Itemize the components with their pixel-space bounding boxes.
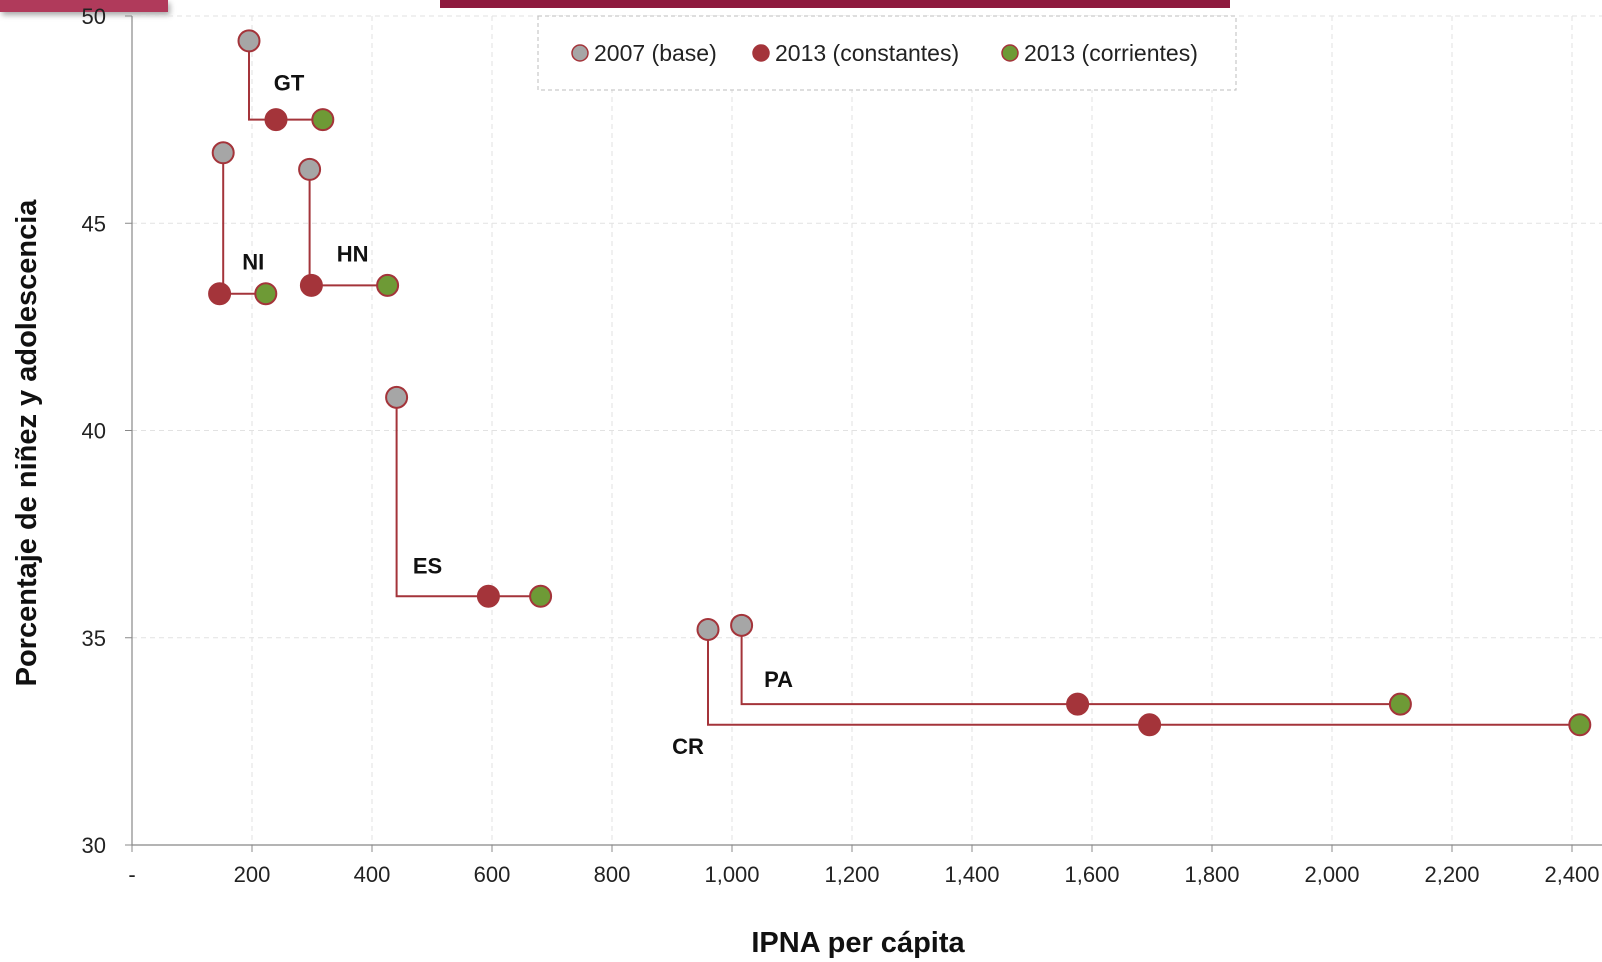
- legend-label-2007-base: 2007 (base): [594, 40, 717, 66]
- x-tick-labels: - 200 400 600 800 1,000 1,200 1,400 1,600 1,800 2,…: [128, 862, 1599, 887]
- y-tick-labels: 30 35 40 45 50: [82, 4, 106, 858]
- data-points: [208, 29, 1592, 737]
- legend-box: [537, 15, 1237, 91]
- title-strip: [440, 0, 1230, 8]
- point-pa-2013-constantes: [1066, 692, 1090, 716]
- x-tick-label: 1,000: [704, 862, 759, 887]
- y-tick-label: 40: [82, 419, 106, 444]
- y-tick-label: 30: [82, 833, 106, 858]
- point-cr-2013-corrientes: [1568, 713, 1592, 737]
- point-gt-2007-base: [237, 29, 261, 53]
- point-pa-2007-base: [730, 613, 754, 637]
- x-tick-label: 600: [474, 862, 511, 887]
- corner-decoration: [0, 0, 168, 12]
- point-es-2007-base: [385, 385, 409, 409]
- x-tick-label: 1,600: [1064, 862, 1119, 887]
- connector-cr: [707, 629, 1580, 726]
- point-es-2013-constantes: [476, 584, 500, 608]
- legend-label-2013-constantes: 2013 (constantes): [775, 40, 959, 66]
- x-tick-label: 1,200: [824, 862, 879, 887]
- grid-lines: [132, 15, 1602, 845]
- point-gt-2013-constantes: [264, 108, 288, 132]
- x-tick-label: 2,200: [1424, 862, 1479, 887]
- point-cr-2007-base: [696, 617, 720, 641]
- country-label-gt: GT: [274, 71, 305, 96]
- point-pa-2013-corrientes: [1388, 692, 1412, 716]
- x-tick-label: 200: [234, 862, 271, 887]
- y-tick-label: 35: [82, 626, 106, 651]
- point-ni-2007-base: [211, 141, 235, 165]
- legend-marker-2013-constantes: [752, 44, 770, 62]
- point-ni-2013-constantes: [208, 282, 232, 306]
- country-label-cr: CR: [672, 734, 704, 759]
- x-tick-label: 400: [354, 862, 391, 887]
- legend-label-2013-corrientes: 2013 (corrientes): [1024, 40, 1198, 66]
- country-labels: GT NI HN ES CR PA: [242, 71, 793, 759]
- axes: [125, 15, 1602, 852]
- country-label-hn: HN: [337, 241, 369, 266]
- country-label-pa: PA: [764, 667, 793, 692]
- connector-es: [395, 397, 541, 598]
- x-tick-label: 1,800: [1184, 862, 1239, 887]
- point-cr-2013-constantes: [1138, 713, 1162, 737]
- connector-hn: [308, 169, 388, 287]
- y-axis-title: Porcentaje de niñez y adolescencia: [11, 199, 43, 687]
- point-hn-2007-base: [298, 157, 322, 181]
- x-tick-label: -: [128, 862, 135, 887]
- point-gt-2013-corrientes: [311, 108, 335, 132]
- point-hn-2013-constantes: [299, 273, 323, 297]
- legend-marker-2013-corrientes: [1001, 44, 1019, 62]
- country-label-ni: NI: [242, 250, 264, 275]
- x-tick-label: 1,400: [944, 862, 999, 887]
- legend-marker-2007-base: [571, 44, 589, 62]
- point-hn-2013-corrientes: [376, 273, 400, 297]
- connector-gt: [248, 40, 323, 121]
- x-tick-label: 800: [594, 862, 631, 887]
- x-tick-label: 2,400: [1544, 862, 1599, 887]
- point-es-2013-corrientes: [529, 584, 553, 608]
- x-axis-title: IPNA per cápita: [751, 927, 965, 959]
- point-ni-2013-corrientes: [254, 282, 278, 306]
- y-tick-label: 50: [82, 4, 106, 29]
- connector-pa: [740, 625, 1401, 706]
- x-tick-label: 2,000: [1304, 862, 1359, 887]
- connector-lines: [219, 40, 1580, 726]
- country-label-es: ES: [413, 553, 442, 578]
- legend: 2007 (base) 2013 (constantes) 2013 (corr…: [537, 15, 1237, 91]
- y-tick-label: 45: [82, 211, 106, 236]
